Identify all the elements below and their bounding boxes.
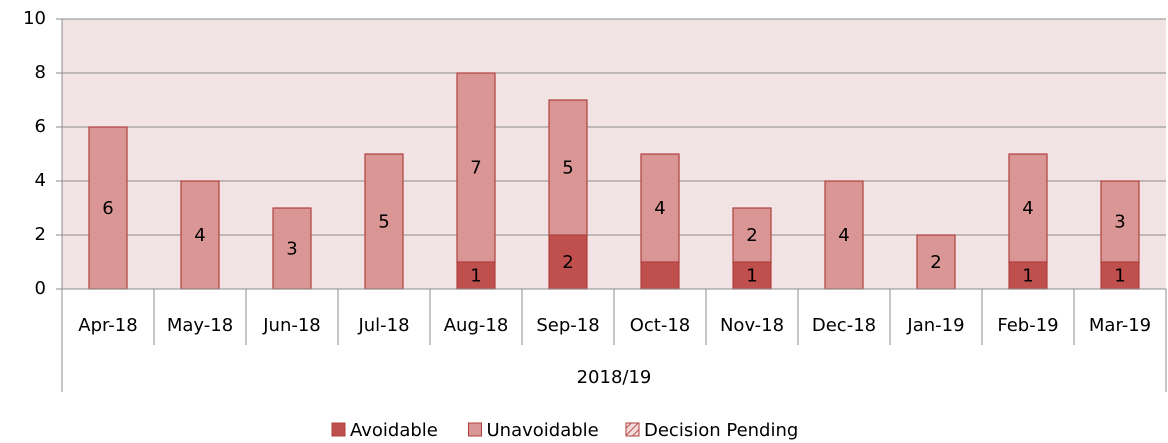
data-label: 2: [930, 252, 941, 273]
plot-area: [62, 19, 1166, 289]
legend-label: Avoidable: [350, 420, 438, 441]
bar-segment: [1100, 180, 1140, 263]
x-tick-label: May-18: [167, 315, 233, 336]
data-label: 1: [1114, 266, 1125, 287]
x-tick-label: Sep-18: [536, 315, 599, 336]
y-tick-label: 10: [23, 8, 46, 29]
group-label: 2018/19: [577, 367, 652, 388]
data-label: 4: [838, 225, 849, 246]
bar-segment: [732, 261, 772, 290]
bar-segment: [456, 261, 496, 290]
bar-segment: [640, 261, 680, 290]
y-tick-label: 6: [35, 116, 46, 137]
bar-segment: [1100, 261, 1140, 290]
x-tick-label: Mar-19: [1089, 315, 1151, 336]
y-tick-label: 0: [35, 278, 46, 299]
x-tick-label: Nov-18: [720, 315, 784, 336]
data-label: 2: [562, 252, 573, 273]
x-tick-label: Jun-18: [262, 315, 321, 336]
x-tick-label: Jul-18: [357, 315, 409, 336]
bar-segment: [548, 234, 588, 290]
bar-segment: [456, 72, 496, 263]
bar-segment: [364, 153, 404, 290]
legend-swatch: [468, 422, 482, 437]
bar-segment: [1008, 153, 1048, 263]
y-tick-label: 8: [35, 62, 46, 83]
y-tick-label: 2: [35, 224, 46, 245]
y-tick-label: 4: [35, 170, 46, 191]
data-label: 3: [286, 239, 297, 260]
bar-segment: [732, 207, 772, 263]
data-label: 1: [470, 266, 481, 287]
x-tick-label: Aug-18: [444, 315, 509, 336]
data-label: 1: [1022, 266, 1033, 287]
data-label: 6: [102, 198, 113, 219]
data-label: 3: [1114, 212, 1125, 233]
x-tick-label: Dec-18: [812, 315, 876, 336]
data-label: 5: [562, 158, 573, 179]
data-label: 4: [194, 225, 205, 246]
legend-swatch: [625, 422, 640, 437]
x-tick-label: Oct-18: [630, 315, 691, 336]
data-label: 7: [470, 158, 481, 179]
bar-segment: [824, 180, 864, 290]
bar-segment: [640, 153, 680, 263]
bar-segment: [916, 234, 956, 290]
x-tick-label: Jan-19: [906, 315, 964, 336]
data-label: 4: [654, 198, 665, 219]
legend-label: Unavoidable: [487, 420, 599, 441]
data-label: 1: [746, 266, 757, 287]
data-label: 5: [378, 212, 389, 233]
x-tick-label: Apr-18: [78, 315, 137, 336]
data-label: 2: [746, 225, 757, 246]
legend-label: Decision Pending: [644, 420, 798, 441]
bar-segment: [548, 99, 588, 236]
legend-swatch: [331, 422, 346, 437]
x-tick-label: Feb-19: [997, 315, 1058, 336]
data-label: 4: [1022, 198, 1033, 219]
